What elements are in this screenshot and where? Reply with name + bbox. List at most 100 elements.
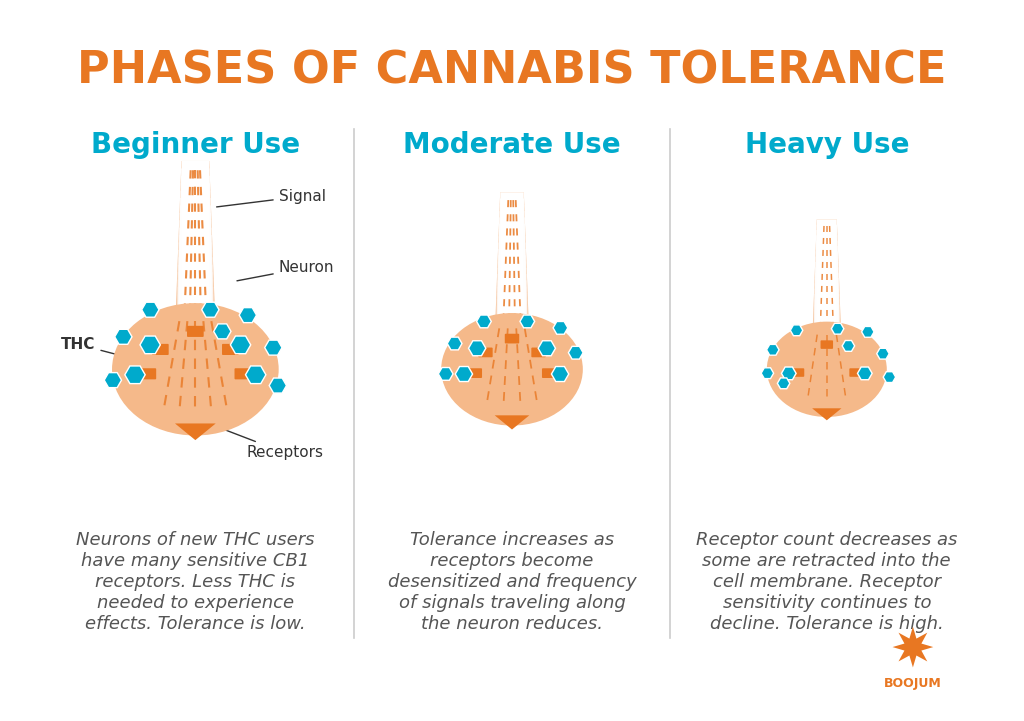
FancyBboxPatch shape [468,368,482,378]
Polygon shape [469,341,485,355]
Polygon shape [813,305,841,411]
Polygon shape [814,283,840,390]
Text: Signal: Signal [217,189,326,207]
Polygon shape [178,250,213,398]
Polygon shape [140,336,161,354]
Polygon shape [269,378,287,393]
Polygon shape [177,257,213,405]
Text: Heavy Use: Heavy Use [744,131,909,159]
Polygon shape [178,242,213,391]
Polygon shape [496,306,528,431]
Polygon shape [815,262,839,368]
Polygon shape [476,315,492,328]
Polygon shape [496,299,528,425]
Polygon shape [447,337,462,350]
Polygon shape [777,378,790,389]
Polygon shape [500,211,524,337]
Polygon shape [816,235,838,342]
Polygon shape [179,205,211,353]
Polygon shape [176,294,214,443]
Polygon shape [813,321,841,428]
Polygon shape [177,265,213,413]
Polygon shape [500,205,524,331]
Polygon shape [814,288,840,395]
Polygon shape [497,274,527,400]
Polygon shape [230,336,251,354]
Polygon shape [877,348,889,359]
Polygon shape [179,220,212,368]
Polygon shape [857,367,872,380]
Polygon shape [781,367,796,380]
Polygon shape [179,213,212,361]
Polygon shape [496,312,528,438]
Polygon shape [497,267,527,394]
FancyBboxPatch shape [139,368,157,379]
Polygon shape [496,193,528,318]
Polygon shape [815,252,839,358]
Polygon shape [812,408,842,420]
Text: BOOJUM: BOOJUM [884,677,942,690]
Polygon shape [497,280,527,407]
Polygon shape [497,287,527,412]
Text: Moderate Use: Moderate Use [403,131,621,159]
Polygon shape [814,294,840,401]
FancyBboxPatch shape [542,368,556,378]
Polygon shape [499,218,525,343]
Polygon shape [499,236,525,362]
Polygon shape [815,246,838,353]
Polygon shape [568,346,583,359]
Polygon shape [264,340,282,355]
Polygon shape [553,322,567,335]
Polygon shape [495,415,529,430]
Text: Neuron: Neuron [237,260,334,280]
Polygon shape [814,299,840,406]
Polygon shape [893,627,933,668]
Polygon shape [816,241,838,348]
Polygon shape [815,273,839,379]
Text: Tolerance increases as
receptors become
desensitized and frequency
of signals tr: Tolerance increases as receptors become … [388,531,636,632]
FancyBboxPatch shape [152,344,169,355]
Polygon shape [180,183,210,332]
Polygon shape [831,323,844,334]
Text: THC: THC [61,337,135,359]
FancyBboxPatch shape [187,326,204,337]
FancyBboxPatch shape [222,344,239,355]
Polygon shape [497,293,527,419]
Polygon shape [884,372,896,383]
Polygon shape [176,161,215,309]
Polygon shape [104,373,122,388]
Polygon shape [456,366,472,381]
Polygon shape [141,302,159,317]
Polygon shape [177,280,214,428]
FancyBboxPatch shape [505,334,519,343]
Polygon shape [438,368,453,380]
Polygon shape [175,423,216,440]
Polygon shape [552,366,568,381]
Polygon shape [500,198,524,324]
Polygon shape [214,324,231,339]
Ellipse shape [441,313,583,425]
Text: Beginner Use: Beginner Use [91,131,300,159]
Polygon shape [815,267,839,374]
Polygon shape [520,315,535,328]
Polygon shape [815,257,839,363]
Polygon shape [498,262,526,387]
Polygon shape [813,315,841,422]
Polygon shape [115,329,132,345]
Polygon shape [813,310,841,417]
Text: PHASES OF CANNABIS TOLERANCE: PHASES OF CANNABIS TOLERANCE [77,50,947,93]
Polygon shape [178,228,212,376]
Polygon shape [125,366,145,384]
Polygon shape [246,366,266,384]
Text: Neurons of new THC users
have many sensitive CB1
receptors. Less THC is
needed t: Neurons of new THC users have many sensi… [76,531,314,632]
Polygon shape [761,368,774,379]
Polygon shape [240,308,256,322]
Polygon shape [178,235,212,383]
Polygon shape [816,225,838,331]
FancyBboxPatch shape [478,348,493,358]
FancyBboxPatch shape [234,368,251,379]
Polygon shape [499,230,525,356]
Polygon shape [816,219,837,326]
FancyBboxPatch shape [820,340,834,349]
Polygon shape [814,278,840,384]
